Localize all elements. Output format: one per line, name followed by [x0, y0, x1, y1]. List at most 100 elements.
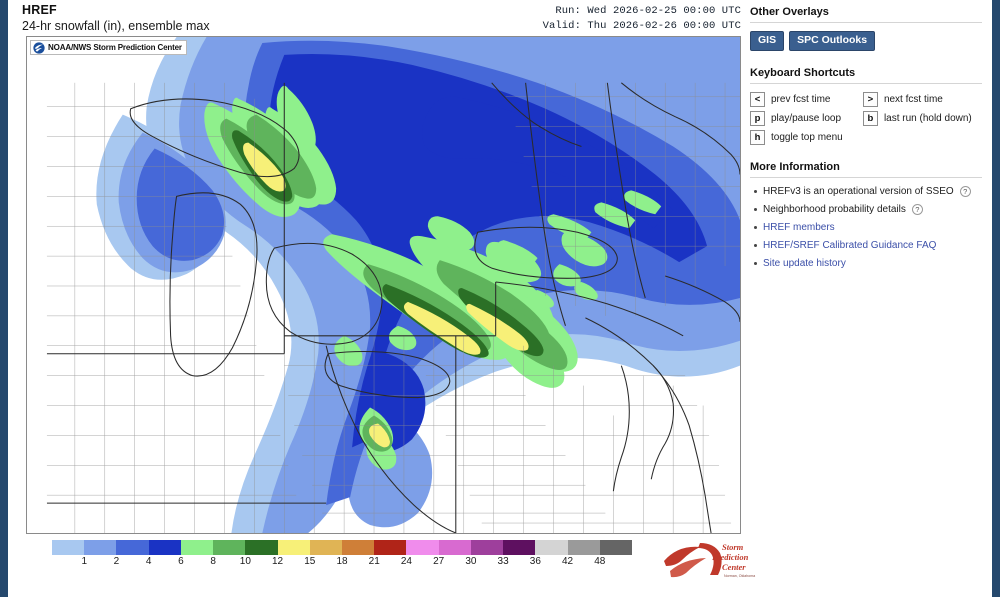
colorbar-swatch-15 — [535, 540, 568, 555]
shortcut-prev-fcst-time[interactable]: < prev fcst time — [750, 91, 855, 107]
page-title: HREF — [22, 3, 57, 17]
colorbar-tick-labels: 1 2 4 6 8 10 12 15 18 21 24 27 30 33 36 42 48 — [26, 556, 658, 570]
colorbar-tick: 10 — [239, 556, 251, 567]
help-icon[interactable]: ? — [959, 185, 971, 197]
snow-band-6in — [269, 54, 708, 452]
key-cap: < — [750, 91, 765, 107]
state-lines — [46, 82, 740, 533]
snow-band-15in-max — [243, 142, 529, 448]
other-overlays-heading: Other Overlays — [750, 6, 829, 18]
logo-line4: Norman, Oklahoma — [724, 574, 755, 578]
key-cap: h — [750, 129, 765, 145]
shortcut-label: toggle top menu — [771, 131, 843, 143]
colorbar-swatch-12 — [438, 540, 471, 555]
bullet-icon — [754, 243, 757, 247]
shortcut-label: next fcst time — [883, 93, 943, 105]
site-update-history-link[interactable]: Site update history — [763, 257, 846, 269]
colorbar-swatch-1 — [84, 540, 117, 555]
valid-time: Valid: Thu 2026-02-26 00:00 UTC — [542, 20, 741, 32]
logo-line2: Prediction — [712, 552, 749, 562]
list-item: HREF/SREF Calibrated Guidance FAQ — [750, 240, 982, 251]
key-cap: p — [750, 110, 765, 126]
calibrated-guidance-faq-link[interactable]: HREF/SREF Calibrated Guidance FAQ — [763, 239, 937, 251]
colorbar-swatch-17 — [599, 540, 632, 555]
page-subtitle: 24-hr snowfall (in), ensemble max — [22, 19, 210, 33]
colorbar-tick: 21 — [368, 556, 380, 567]
colorbar-swatch-8 — [309, 540, 342, 555]
shortcut-play-pause-loop[interactable]: p play/pause loop — [750, 110, 855, 126]
colorbar-swatch-9 — [341, 540, 375, 555]
colorbar-tick: 36 — [529, 556, 541, 567]
snowfall-map[interactable] — [27, 37, 740, 533]
noaa-attribution-label: NOAA/NWS Storm Prediction Center — [48, 43, 182, 52]
colorbar-tick: 30 — [465, 556, 477, 567]
info-text: HREFv3 is an operational version of SSEO — [763, 185, 954, 197]
colorbar-tick: 12 — [271, 556, 284, 567]
logo-line3: Center — [722, 562, 746, 572]
colorbar-tick: 18 — [336, 556, 348, 567]
list-item: HREFv3 is an operational version of SSEO… — [750, 185, 982, 197]
help-icon[interactable]: ? — [911, 203, 923, 215]
bullet-icon — [754, 225, 757, 229]
run-time: Run: Wed 2026-02-25 00:00 UTC — [555, 5, 741, 17]
bullet-icon — [754, 189, 757, 193]
colorbar-swatch-3 — [148, 540, 181, 555]
info-text: Neighborhood probability details — [763, 203, 906, 215]
app-page: HREF 24-hr snowfall (in), ensemble max R… — [8, 0, 992, 597]
list-item: HREF members — [750, 222, 982, 233]
colorbar-tick: 1 — [81, 556, 87, 567]
colorbar-tick: 8 — [210, 556, 216, 567]
colorbar-swatch-5 — [213, 540, 246, 555]
list-item: Site update history — [750, 258, 982, 269]
colorbar-tick: 48 — [594, 556, 606, 567]
bullet-icon — [754, 261, 757, 265]
spc-logo: Storm Prediction Center Norman, Oklahoma — [660, 533, 756, 585]
shortcut-label: prev fcst time — [771, 93, 831, 105]
section-other-overlays: Other Overlays GIS SPC Outlooks — [748, 6, 984, 51]
forecast-timestamps: Run: Wed 2026-02-25 00:00 UTC Valid: Thu… — [543, 4, 741, 34]
map-svg — [27, 37, 740, 533]
colorbar-swatches — [52, 540, 632, 555]
section-keyboard-shortcuts: Keyboard Shortcuts < prev fcst time p pl… — [748, 67, 984, 145]
shortcuts-grid: < prev fcst time p play/pause loop h tog… — [748, 91, 984, 145]
shortcuts-column-right: > next fcst time b last run (hold down) — [862, 91, 984, 145]
colorbar-swatch-11 — [406, 540, 439, 555]
shortcuts-column-left: < prev fcst time p play/pause loop h tog… — [750, 91, 855, 145]
section-more-information: More Information HREFv3 is an operationa… — [748, 161, 984, 269]
keyboard-shortcuts-heading: Keyboard Shortcuts — [750, 66, 856, 79]
key-cap: b — [862, 110, 878, 126]
page-title-block: HREF 24-hr snowfall (in), ensemble max — [22, 3, 210, 33]
colorbar: 1 2 4 6 8 10 12 15 18 21 24 27 30 33 36 42 48 — [26, 540, 741, 570]
colorbar-swatch-7 — [277, 540, 310, 555]
href-members-link[interactable]: HREF members — [763, 221, 835, 233]
shortcut-toggle-top-menu[interactable]: h toggle top menu — [750, 129, 855, 145]
shortcut-last-run[interactable]: b last run (hold down) — [862, 110, 984, 126]
colorbar-swatch-0 — [52, 540, 85, 555]
map-column: HREF 24-hr snowfall (in), ensemble max R… — [8, 0, 755, 597]
shortcut-next-fcst-time[interactable]: > next fcst time — [862, 91, 984, 107]
noaa-attribution: NOAA/NWS Storm Prediction Center — [30, 40, 187, 55]
colorbar-swatch-16 — [567, 540, 600, 555]
more-information-list: HREFv3 is an operational version of SSEO… — [748, 185, 984, 269]
spc-outlooks-button[interactable]: SPC Outlooks — [789, 31, 876, 51]
shortcut-label: last run (hold down) — [883, 112, 972, 124]
colorbar-tick: 27 — [433, 556, 445, 567]
colorbar-tick: 6 — [178, 556, 184, 567]
more-information-heading: More Information — [750, 160, 840, 173]
spc-logo-icon: Storm Prediction Center Norman, Oklahoma — [664, 542, 755, 578]
sidebar: Other Overlays GIS SPC Outlooks Keyboard… — [748, 0, 984, 597]
colorbar-tick: 42 — [561, 556, 574, 567]
gis-button[interactable]: GIS — [750, 31, 785, 51]
map-viewport[interactable]: NOAA/NWS Storm Prediction Center — [26, 36, 741, 534]
overlay-buttons: GIS SPC Outlooks — [748, 31, 984, 51]
colorbar-swatch-2 — [116, 540, 149, 555]
divider — [750, 176, 982, 178]
colorbar-tick: 33 — [497, 556, 509, 567]
divider — [750, 82, 982, 84]
bullet-icon — [754, 207, 757, 211]
list-item: Neighborhood probability details ? — [750, 203, 982, 215]
logo-line1: Storm — [722, 542, 744, 552]
colorbar-swatch-13 — [470, 540, 504, 555]
colorbar-tick: 15 — [304, 556, 316, 567]
shortcut-label: play/pause loop — [771, 112, 842, 124]
